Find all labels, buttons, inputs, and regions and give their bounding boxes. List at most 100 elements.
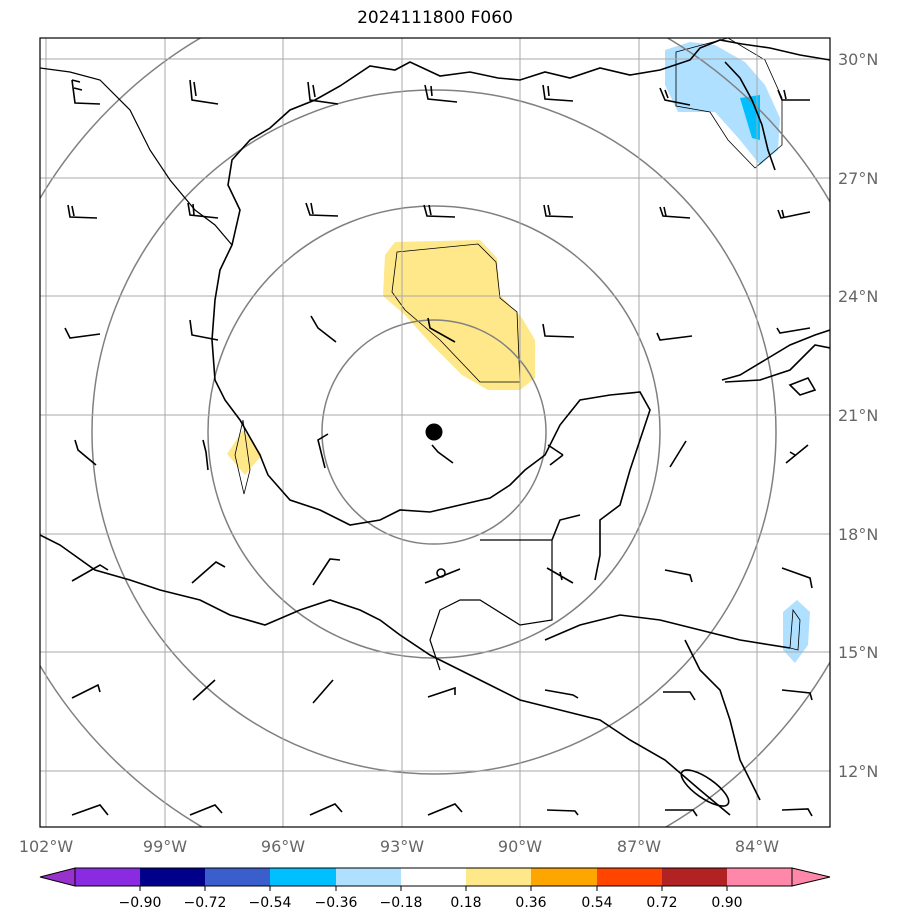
wind-barb (543, 204, 574, 218)
lat-tick-labels: 30°N 27°N 24°N 21°N 18°N 15°N 12°N (838, 50, 878, 781)
colorbar-segment (531, 868, 597, 886)
coastlines (40, 39, 830, 816)
colorbar-label: 0.36 (515, 895, 546, 911)
wind-barb (427, 686, 456, 698)
lon-tick-label: 93°W (380, 837, 424, 856)
lat-tick-label: 12°N (838, 762, 878, 781)
colorbar-segment (336, 868, 401, 886)
colorbar-label: 0.54 (581, 895, 612, 911)
wind-barb (189, 79, 219, 105)
wind-barb (659, 206, 691, 219)
colorbar: −0.90 −0.72 −0.54 −0.36 −0.18 0.18 0.36 … (39, 867, 831, 911)
wind-barb (307, 81, 339, 105)
wind-barb (777, 209, 811, 219)
colorbar-segment (140, 868, 205, 886)
wind-barb (546, 809, 579, 816)
colorbar-segment (662, 868, 727, 886)
wind-barb (547, 444, 564, 466)
lat-tick-label: 27°N (838, 169, 878, 188)
colorbar-segment (466, 868, 531, 886)
map-area[interactable] (0, 0, 892, 890)
lon-tick-labels: 102°W 99°W 96°W 93°W 90°W 87°W 84°W (19, 837, 779, 856)
lat-tick-label: 18°N (838, 525, 878, 544)
wind-barb (777, 89, 810, 101)
wind-barb (656, 332, 693, 341)
wind-barb (542, 323, 575, 338)
wind-barb (192, 679, 216, 701)
storm-center-marker[interactable] (425, 423, 443, 441)
wind-barb (663, 691, 696, 701)
wind-barb (781, 567, 813, 589)
wind-barb (423, 204, 456, 218)
wind-barb (546, 567, 574, 584)
lon-tick-label: 96°W (261, 837, 305, 856)
lon-tick-label: 102°W (19, 837, 74, 856)
colorbar-label: −0.90 (119, 895, 162, 911)
wind-barb (424, 568, 461, 584)
positive-anomaly-gulf (383, 240, 535, 390)
map-frame (39, 37, 831, 828)
wind-barb (305, 202, 339, 217)
lat-tick-label: 15°N (838, 643, 878, 662)
colorbar-segment (727, 868, 792, 886)
colorbar-extend-high (791, 867, 831, 887)
wind-barb (191, 561, 226, 584)
wind-barb (312, 679, 334, 704)
lat-tick-label: 24°N (838, 287, 878, 306)
map-title: 2024111800 F060 (357, 8, 513, 28)
colorbar-label: −0.18 (380, 895, 423, 911)
wind-barb (542, 84, 574, 102)
wind-barb (781, 808, 813, 817)
wind-barb (74, 439, 97, 466)
colorbar-label: 0.90 (711, 895, 742, 911)
lon-tick-label: 99°W (143, 837, 187, 856)
wind-barb (669, 440, 687, 468)
colorbar-label: 0.72 (646, 895, 677, 911)
lon-tick-label: 87°W (617, 837, 661, 856)
lat-lon-grid (40, 38, 830, 827)
colorbar-label: −0.54 (249, 895, 292, 911)
wind-barb (427, 803, 463, 816)
wind-barb (664, 569, 693, 583)
colorbar-label: 0.18 (450, 895, 481, 911)
wind-barb (71, 79, 101, 105)
wind-barb (71, 564, 109, 582)
wind-barb (312, 558, 341, 586)
wind-barb (424, 84, 458, 103)
wind-barb (189, 804, 223, 816)
colorbar-segment (597, 868, 662, 886)
wind-barb (785, 444, 809, 464)
colorbar-segment (270, 868, 336, 886)
colorbar-segment (75, 868, 140, 886)
lat-tick-label: 30°N (838, 50, 878, 69)
wind-barb (659, 87, 691, 106)
wind-barb (309, 803, 343, 816)
lon-tick-label: 90°W (498, 837, 542, 856)
wind-barb (71, 804, 109, 816)
wind-barb (71, 683, 101, 699)
wind-barb (544, 689, 579, 699)
wind-barb (776, 327, 811, 334)
wind-barb (67, 204, 98, 219)
wind-barb (665, 809, 698, 817)
wind-barb (202, 439, 209, 471)
wind-barbs (64, 79, 813, 817)
wind-barb (187, 202, 219, 219)
wind-barb (427, 317, 456, 343)
colorbar-extend-low (39, 867, 76, 887)
colorbar-segment (401, 868, 466, 886)
colorbar-label: −0.72 (184, 895, 227, 911)
wind-barb (781, 689, 813, 701)
range-rings (40, 38, 830, 827)
wind-barb (317, 433, 329, 469)
colorbar-segment (205, 868, 270, 886)
lat-tick-label: 21°N (838, 406, 878, 425)
lon-tick-label: 84°W (735, 837, 779, 856)
wind-barb (431, 444, 454, 464)
wind-barb (310, 315, 337, 343)
wind-barb (64, 327, 101, 339)
colorbar-label: −0.36 (315, 895, 358, 911)
wind-barb (189, 319, 219, 341)
positive-anomaly-mexico (227, 430, 262, 475)
